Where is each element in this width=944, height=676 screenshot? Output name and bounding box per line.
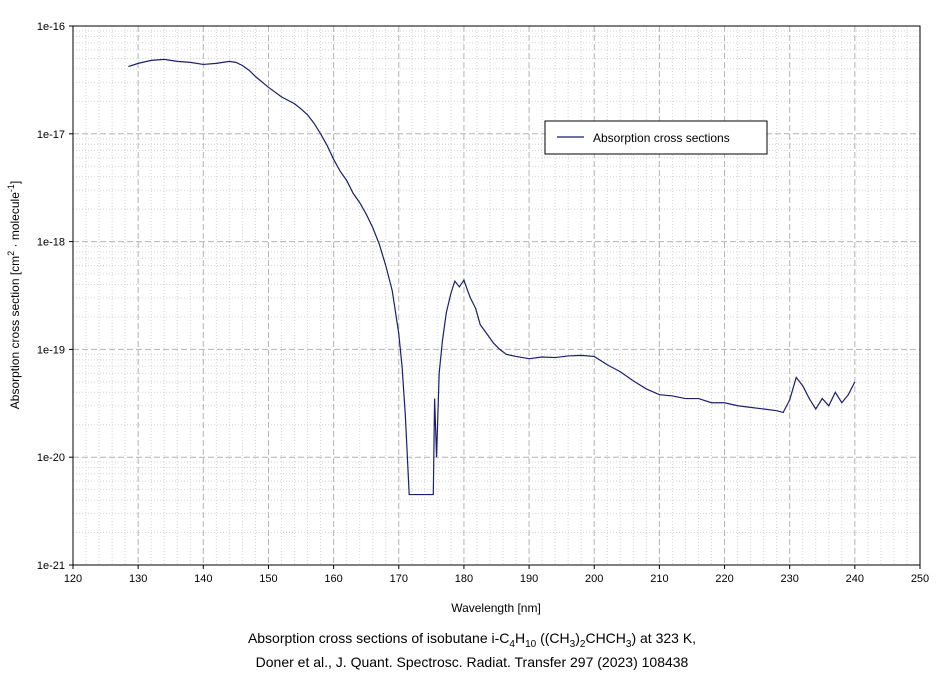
x-tick-label: 240 bbox=[846, 573, 864, 585]
ylabel-part-0: Absorption cross section [cm bbox=[8, 256, 22, 409]
x-tick-label: 140 bbox=[194, 573, 212, 585]
x-tick-label: 210 bbox=[650, 573, 668, 585]
y-axis-title: Absorption cross section [cm2 · molecule… bbox=[6, 181, 22, 409]
series-line bbox=[128, 58, 856, 496]
ylabel-part-3: -1 bbox=[6, 184, 16, 192]
y-tick-label: 1e-19 bbox=[37, 344, 65, 356]
caption-part-8: CHCH bbox=[585, 630, 626, 646]
caption-part-1: 4 bbox=[509, 638, 515, 650]
y-tick-label: 1e-17 bbox=[37, 129, 65, 141]
ylabel-part-2: · molecule bbox=[8, 192, 22, 251]
caption-part-4: ((CH bbox=[536, 630, 570, 646]
x-tick-label: 170 bbox=[390, 573, 408, 585]
x-axis-title: Wavelength [nm] bbox=[451, 601, 541, 615]
chart: 120 130 140 150 160 170 180 190 200 210 220 230 240 2… bbox=[6, 21, 929, 615]
caption-part-9: 3 bbox=[625, 638, 632, 650]
ylabel-part-1: 2 bbox=[6, 251, 16, 256]
x-tick-label: 180 bbox=[455, 573, 473, 585]
x-tick-label: 230 bbox=[781, 573, 799, 585]
x-tick-label: 190 bbox=[520, 573, 538, 585]
x-tick-label: 220 bbox=[715, 573, 733, 585]
caption-line-2: Doner et al., J. Quant. Spectrosc. Radia… bbox=[255, 654, 689, 670]
caption-line-1: Absorption cross sections of isobutane i… bbox=[0, 630, 944, 650]
major-grid bbox=[73, 26, 920, 565]
caption-part-10: ) at 323 K, bbox=[631, 630, 697, 646]
caption-part-2: H bbox=[514, 630, 526, 646]
legend: Absorption cross sections bbox=[544, 120, 768, 155]
y-axis: 1e-21 1e-20 1e-19 1e-18 1e-17 1e-16 bbox=[37, 21, 73, 572]
caption-part-5: 3 bbox=[569, 638, 576, 650]
y-tick-label: 1e-18 bbox=[37, 237, 65, 249]
x-tick-label: 160 bbox=[324, 573, 342, 585]
y-tick-label: 1e-20 bbox=[37, 452, 65, 464]
caption-part-3: 10 bbox=[525, 638, 537, 650]
x-tick-label: 150 bbox=[259, 573, 277, 585]
y-tick-label: 1e-21 bbox=[37, 560, 65, 572]
legend-label: Absorption cross sections bbox=[593, 131, 730, 145]
minor-grid bbox=[73, 26, 920, 565]
caption-part-6: ) bbox=[575, 630, 580, 646]
x-tick-label: 200 bbox=[585, 573, 603, 585]
ylabel-part-4: ] bbox=[8, 181, 22, 184]
x-tick-label: 130 bbox=[129, 573, 147, 585]
plot-area-border bbox=[72, 25, 921, 566]
y-tick-label: 1e-16 bbox=[37, 21, 65, 33]
x-tick-label: 250 bbox=[911, 573, 929, 585]
caption-part-0: Absorption cross sections of isobutane i… bbox=[247, 630, 510, 646]
x-tick-label: 120 bbox=[64, 573, 82, 585]
caption-part-7: 2 bbox=[579, 638, 586, 650]
x-axis: 120 130 140 150 160 170 180 190 200 210 220 230 240 2… bbox=[64, 565, 929, 585]
